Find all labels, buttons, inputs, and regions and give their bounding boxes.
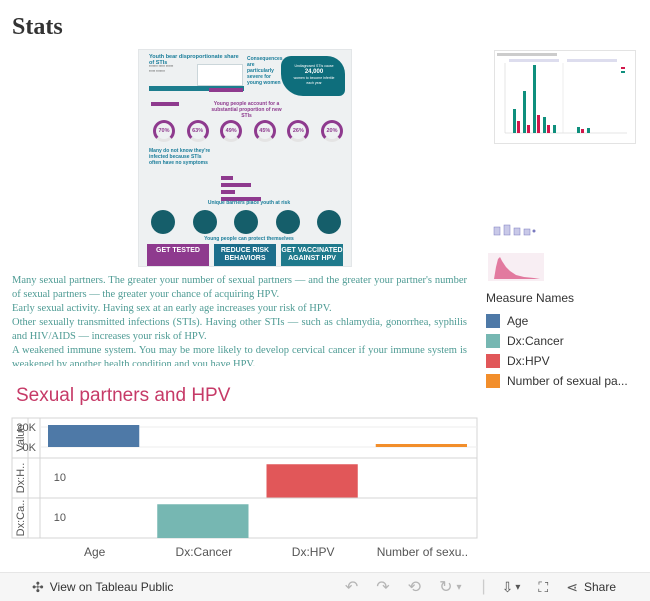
refresh-icon[interactable]: ↻ <box>439 579 453 596</box>
infographic-protect: Young people can protect themselves <box>204 236 294 242</box>
legend-item-label: Dx:Cancer <box>507 334 564 348</box>
cta-get-vaccinated: GET VACCINATED AGAINST HPV <box>281 244 343 266</box>
confidential-icon <box>192 210 217 234</box>
download-dropdown-icon[interactable]: ▾ <box>515 581 521 593</box>
map-intro: Undiagnosed STIs cause <box>294 64 334 68</box>
legend-item-label: Dx:HPV <box>507 354 550 368</box>
legend-swatch <box>486 314 500 328</box>
barrier-icons <box>151 210 341 234</box>
thumbnail-bar-chart-graphic <box>497 53 627 134</box>
map-number: 24,000 <box>304 68 324 75</box>
pane-label: Dx:H.. <box>15 463 27 494</box>
view-on-tableau-label: View on Tableau Public <box>49 580 174 594</box>
ring: 26% <box>287 120 310 142</box>
y-tick-label: 10 <box>54 512 66 524</box>
share-button[interactable]: ⋖ Share <box>566 579 616 596</box>
article-paragraph: Early sexual activity. Having sex at an … <box>12 303 332 314</box>
infographic-bars <box>221 176 261 204</box>
pane-label: Value <box>15 424 27 451</box>
infographic-consequences: Consequences are particularly severe for… <box>247 56 283 86</box>
thumbnail-box-plot <box>488 219 540 243</box>
pane-label: Dx:Ca.. <box>15 500 27 537</box>
thumbnail-bar-chart <box>494 50 636 144</box>
y-tick-label: 20K <box>16 422 36 434</box>
ring: 20% <box>320 120 343 142</box>
cta-reduce-risk: REDUCE RISK BEHAVIORS <box>214 244 276 266</box>
legend-swatch <box>486 354 500 368</box>
percentage-rings: 70% 63% 49% 45% 26% 20% <box>153 120 343 144</box>
legend-item-age[interactable]: Age <box>486 311 636 331</box>
medical-kit-icon <box>151 210 175 234</box>
legend-item-dx-hpv[interactable]: Dx:HPV <box>486 351 636 371</box>
toolbar-divider: | <box>481 578 486 595</box>
view-on-tableau-button[interactable]: ✣ View on Tableau Public <box>32 579 173 596</box>
thumbnail-histogram <box>488 253 544 281</box>
bar-number-of-sexual-pa- <box>375 444 467 447</box>
bar-dx-hpv <box>266 464 358 498</box>
infographic-unaware: Many do not know they're infected becaus… <box>149 148 211 166</box>
fullscreen-icon[interactable]: ⛶ <box>538 578 549 595</box>
share-label: Share <box>583 580 616 594</box>
tableau-logo-icon: ✣ <box>32 578 44 595</box>
thumbnail-box-plot-graphic <box>493 224 536 236</box>
legend-title: Measure Names <box>486 291 575 305</box>
y-tick-label: 0K <box>23 442 37 454</box>
revert-icon[interactable]: ⟲ <box>407 579 422 596</box>
infographic-headline: Youth bear disproportionate share of STI… <box>149 54 239 66</box>
refresh-dropdown-icon[interactable]: ▾ <box>456 581 462 593</box>
infographic-barriers: Unique barriers place youth at risk <box>207 200 291 206</box>
article-paragraph: Other sexually transmitted infections (S… <box>12 317 467 342</box>
partners-icon <box>317 210 341 234</box>
share-icon: ⋖ <box>566 578 578 595</box>
legend-item-sexual-partners[interactable]: Number of sexual pa... <box>486 371 636 391</box>
undo-icon[interactable]: ↶ <box>344 579 359 596</box>
ring: 45% <box>253 120 276 142</box>
article-paragraph: Many sexual partners. The greater your n… <box>12 275 467 300</box>
legend-swatch <box>486 334 500 348</box>
x-tick-label: Dx:HPV <box>292 545 335 559</box>
x-tick-label: Dx:Cancer <box>176 545 233 559</box>
page-title: Stats <box>12 14 63 40</box>
legend-item-label: Age <box>507 314 529 328</box>
no-access-icon <box>275 210 300 234</box>
redo-icon[interactable]: ↷ <box>376 579 390 596</box>
y-tick-label: 10 <box>54 472 66 484</box>
chart-title: Sexual partners and HPV <box>16 385 231 406</box>
thumbnail-histogram-graphic <box>494 257 540 279</box>
bar-dx-cancer <box>157 504 249 538</box>
std-infographic-image: Youth bear disproportionate share of STI… <box>139 50 351 266</box>
map-caption: women to become infertile each year <box>293 76 335 85</box>
stigma-icon <box>234 210 258 234</box>
cta-get-tested: GET TESTED <box>147 244 209 266</box>
legend-item-dx-cancer[interactable]: Dx:Cancer <box>486 331 636 351</box>
article-paragraph: A weakened immune system. You may be mor… <box>12 345 467 366</box>
us-map-graphic: Undiagnosed STIs cause 24,000 women to b… <box>281 56 345 96</box>
download-icon[interactable]: ⇩ <box>501 578 514 595</box>
legend: Measure Names Age Dx:Cancer Dx:HPV Numbe… <box>486 291 636 391</box>
article-text: Many sexual partners. The greater your n… <box>12 274 467 366</box>
x-tick-label: Number of sexu.. <box>377 545 468 559</box>
tableau-toolbar: ✣ View on Tableau Public ↶ ↷ ⟲ ↻ ▾ | ⇩ ▾… <box>0 572 650 601</box>
x-tick-label: Age <box>84 545 106 559</box>
legend-item-label: Number of sexual pa... <box>507 374 628 388</box>
legend-swatch <box>486 374 500 388</box>
bar-age <box>48 425 140 447</box>
infographic-subhead: Young people account for a substantial p… <box>211 101 282 119</box>
ring: 63% <box>186 120 209 142</box>
ring: 49% <box>220 120 243 142</box>
ring: 70% <box>153 120 175 142</box>
